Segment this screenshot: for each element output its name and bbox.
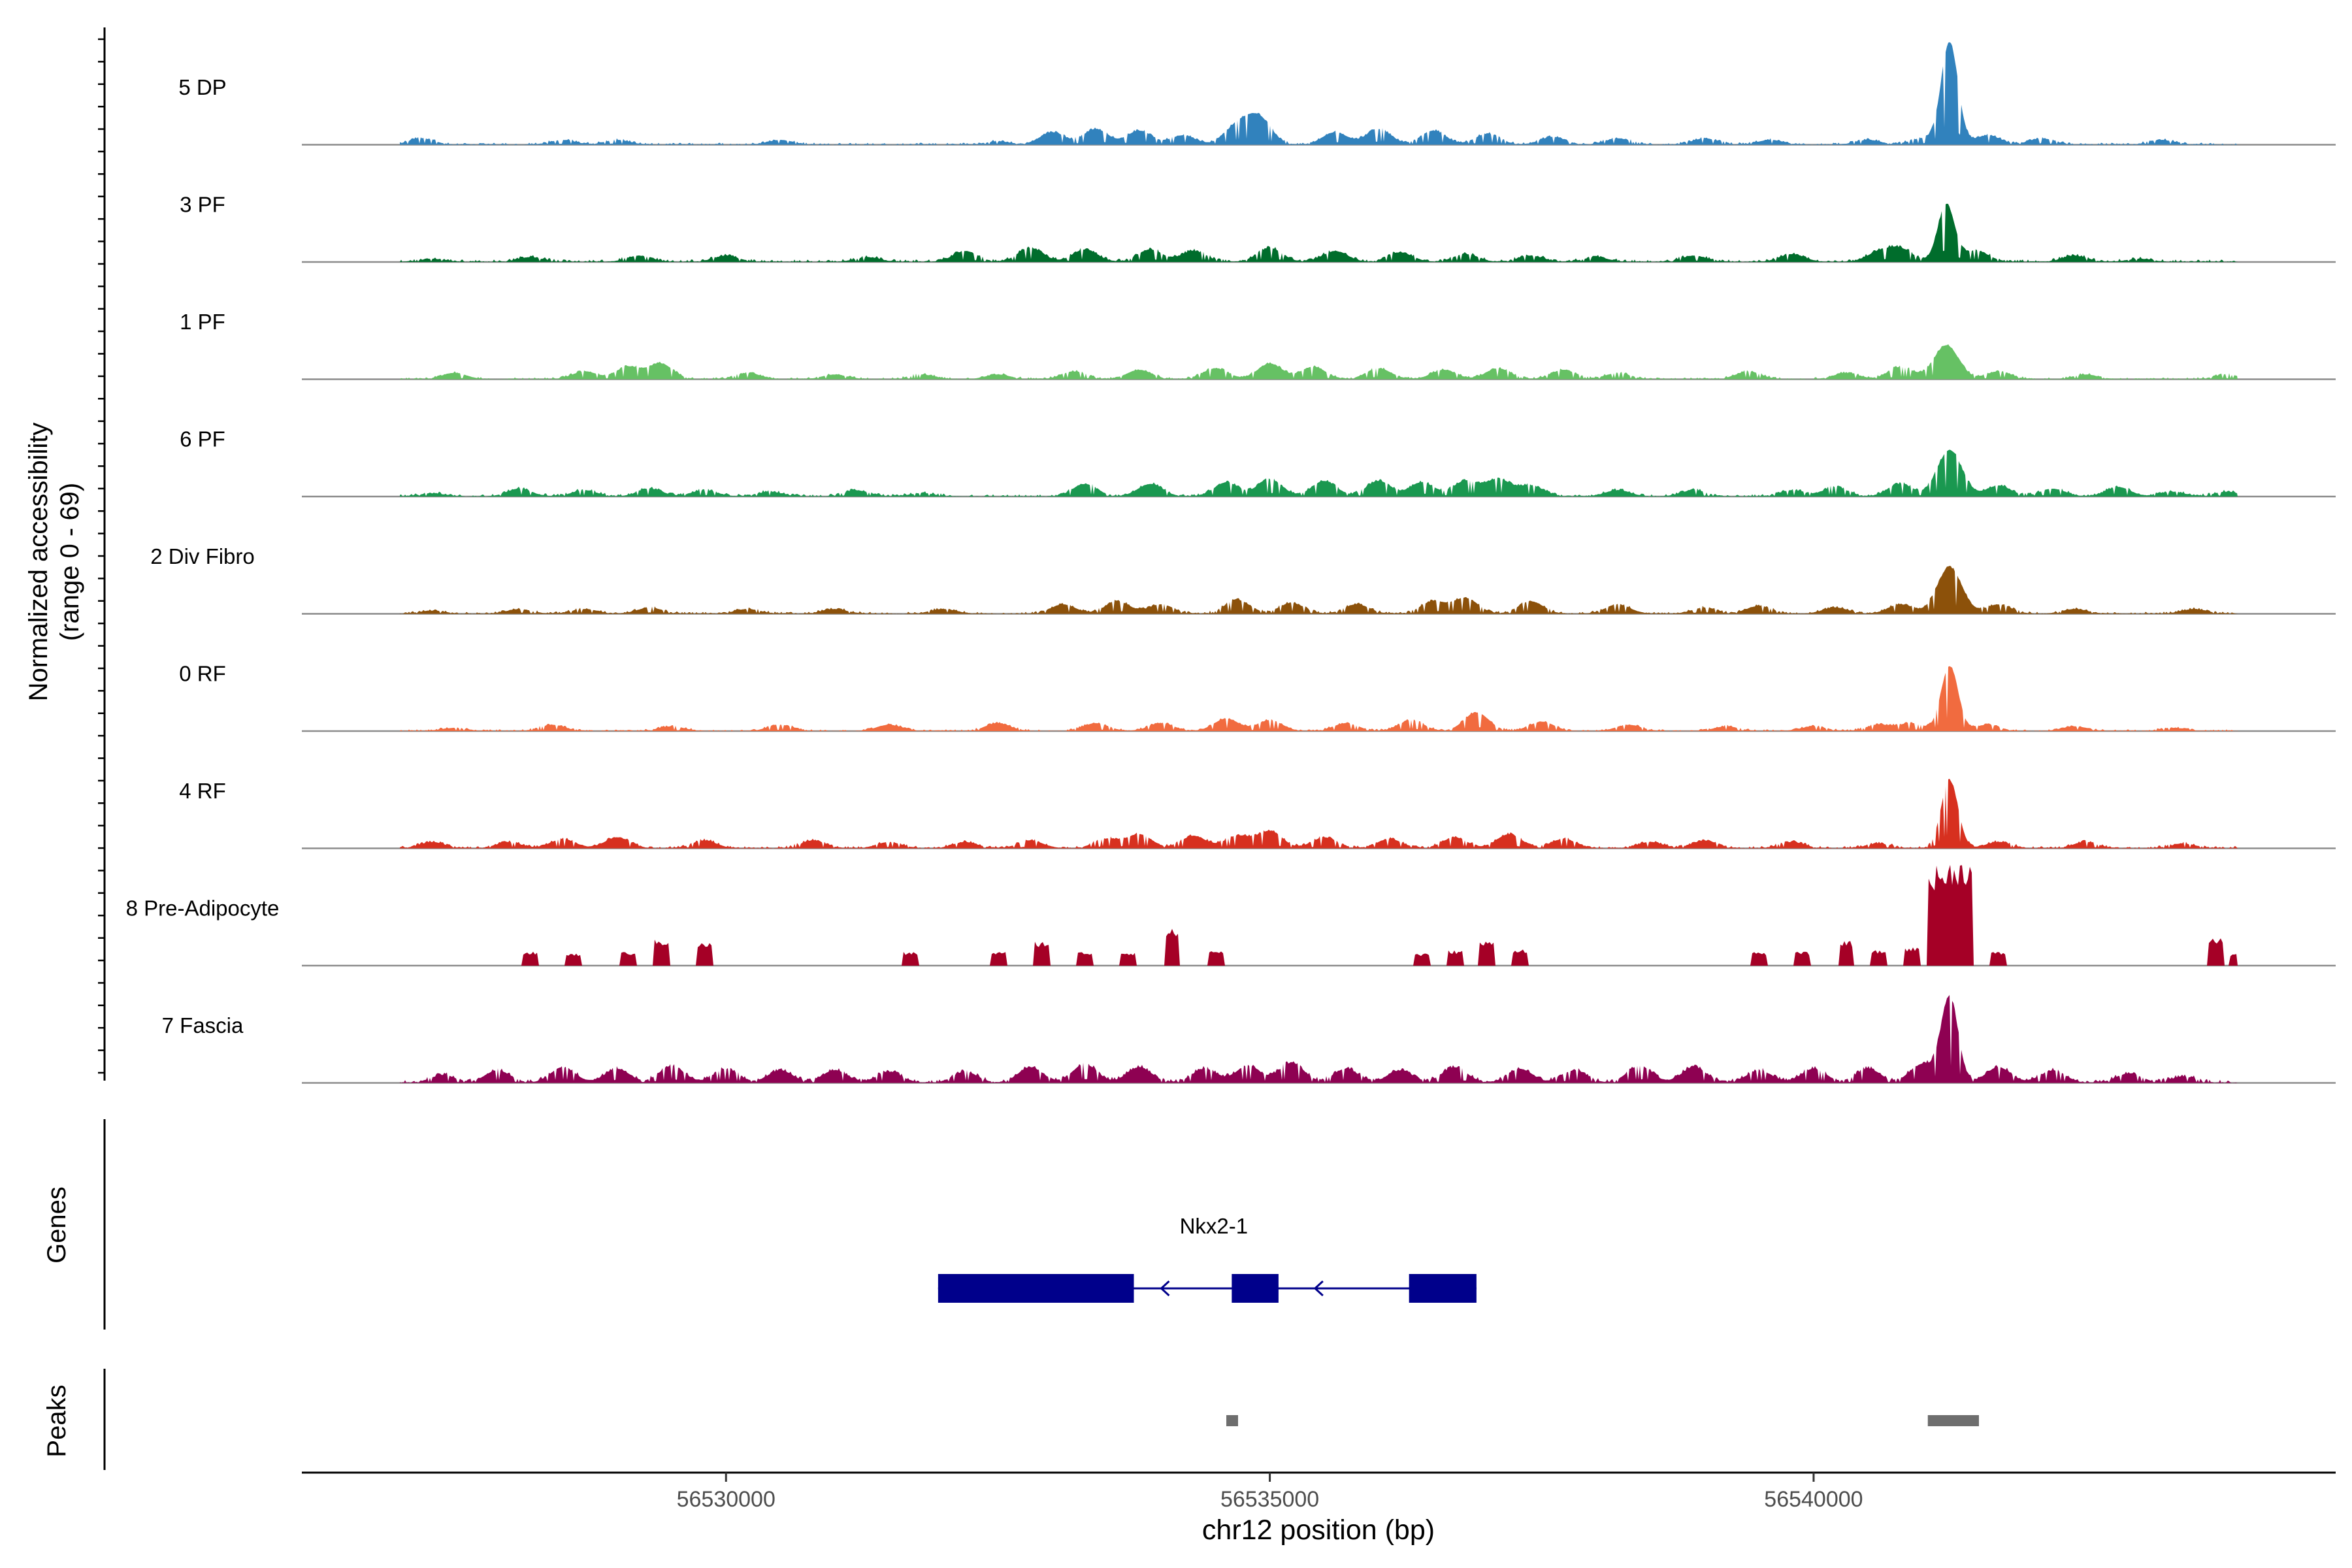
track-3-pf: 3 PF — [180, 193, 2336, 263]
track-label: 1 PF — [180, 310, 225, 334]
coverage-area — [400, 449, 2238, 497]
coverage-area — [400, 42, 2238, 145]
track-label: 5 DP — [178, 75, 226, 99]
x-tick-label: 56540000 — [1764, 1487, 1863, 1512]
track-label: 8 Pre-Adipocyte — [126, 896, 280, 921]
peaks-panel: Peaks — [42, 1369, 1979, 1470]
tracks: 5 DP 3 PF 1 PF 6 PF 2 Div Fibro 0 RF 4 RF 8 Pre… — [126, 42, 2336, 1084]
genes-track-label: Genes — [42, 1186, 71, 1264]
gene-exon — [1409, 1274, 1477, 1303]
track-1-pf: 1 PF — [180, 310, 2336, 380]
genes-panel: Genes Nkx2-1 — [42, 1119, 1477, 1330]
gene-name: Nkx2-1 — [1180, 1214, 1249, 1238]
track-label: 4 RF — [179, 779, 226, 803]
y-axis-title: Normalized accessibility (range 0 - 69) — [24, 423, 84, 702]
x-axis: 56530000 56535000 56540000 chr12 position … — [302, 1471, 2336, 1546]
coverage-area — [400, 779, 2238, 849]
track-2-div-fibro: 2 Div Fibro — [150, 544, 2336, 615]
gene-exon — [938, 1274, 1134, 1303]
coverage-area — [400, 344, 2238, 380]
track-8-pre-adipocyte: 8 Pre-Adipocyte — [126, 864, 2336, 967]
y-axis-label-range: (range 0 - 69) — [56, 483, 84, 641]
x-ticks: 56530000 56535000 56540000 — [677, 1473, 1863, 1512]
peak-region — [1927, 1415, 1979, 1426]
gene-group: Nkx2-1 — [938, 1214, 1477, 1303]
track-axis — [98, 27, 106, 1081]
track-6-pf: 6 PF — [180, 427, 2336, 498]
coverage-area — [400, 994, 2238, 1083]
track-label: 2 Div Fibro — [150, 544, 255, 568]
track-4-rf: 4 RF — [179, 779, 2336, 849]
coverage-area — [400, 864, 2238, 966]
track-label: 6 PF — [180, 427, 225, 451]
track-label: 7 Fascia — [162, 1013, 244, 1037]
track-label: 3 PF — [180, 193, 225, 217]
coverage-area — [400, 203, 2238, 262]
y-axis-label: Normalized accessibility — [24, 423, 53, 702]
peaks-track-label: Peaks — [42, 1384, 71, 1457]
track-5-dp: 5 DP — [178, 42, 2336, 146]
x-axis-title: chr12 position (bp) — [1202, 1514, 1435, 1546]
track-0-rf: 0 RF — [179, 662, 2336, 732]
track-7-fascia: 7 Fascia — [162, 994, 2336, 1084]
peak-group — [1226, 1415, 1979, 1426]
track-label: 0 RF — [179, 662, 226, 686]
gene-nkx2-1: Nkx2-1 — [938, 1214, 1477, 1303]
x-tick-label: 56535000 — [1220, 1487, 1319, 1512]
strand-arrow — [1313, 1280, 1324, 1297]
coverage-area — [400, 566, 2238, 614]
coverage-area — [400, 666, 2238, 731]
x-tick-label: 56530000 — [677, 1487, 776, 1512]
strand-arrow — [1160, 1280, 1170, 1297]
peak-region — [1226, 1415, 1238, 1426]
gene-exon — [1232, 1274, 1279, 1303]
